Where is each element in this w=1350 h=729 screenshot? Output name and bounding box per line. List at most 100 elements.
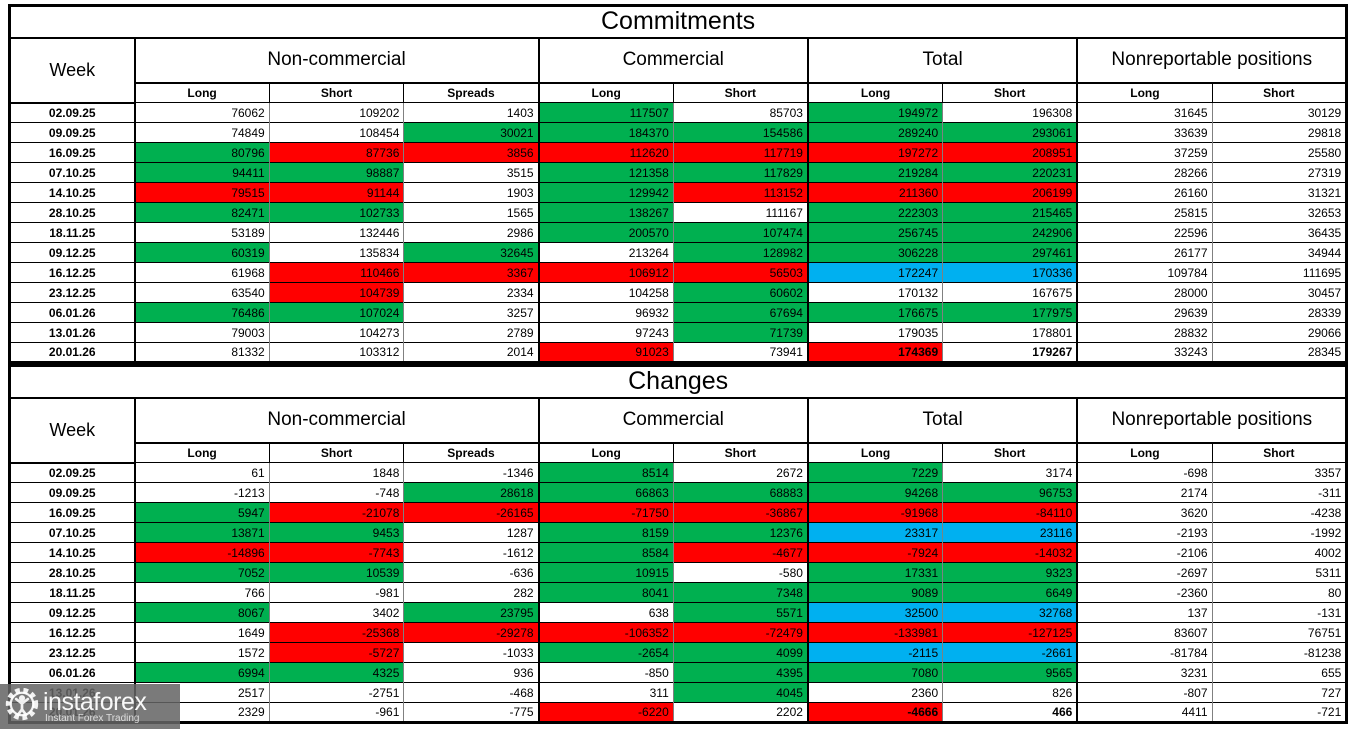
value-cell: 33243 [1076, 342, 1212, 363]
value-cell: 111695 [1211, 262, 1347, 283]
table-row: 20.01.26 81332 103312 2014 91023 73941 174369 1… [9, 342, 1347, 363]
value-cell: 96932 [537, 302, 674, 323]
week-cell: 28.10.25 [9, 202, 135, 223]
value-cell: 5947 [133, 502, 270, 523]
table-row: 14.10.25 79515 91144 1903 129942 113152 211360… [9, 182, 1347, 203]
col-comm-short: Short [672, 441, 809, 463]
value-cell: -1213 [133, 482, 270, 503]
value-cell: -106352 [537, 622, 674, 643]
value-cell: -14896 [133, 542, 270, 563]
value-cell: -131 [1211, 602, 1347, 623]
watermark-tagline: Instant Forex Trading [45, 712, 140, 724]
value-cell: 282 [403, 582, 539, 603]
group-commercial: Commercial [537, 396, 809, 444]
value-cell: 94268 [806, 482, 943, 503]
table-row: 18.11.25 53189 132446 2986 200570 107474 25674… [9, 222, 1347, 243]
week-cell: 07.10.25 [9, 162, 135, 183]
value-cell: 108454 [268, 122, 404, 143]
value-cell: 2202 [672, 702, 808, 723]
value-cell: 936 [403, 662, 539, 683]
sub-header-row: Long Short Spreads Long Short Long Short… [10, 81, 1348, 103]
value-cell: 8584 [537, 542, 674, 563]
value-cell: -311 [1211, 482, 1347, 503]
value-cell: 129942 [537, 182, 674, 203]
value-cell: 179267 [942, 342, 1078, 363]
value-cell: 137 [1076, 602, 1212, 623]
value-cell: 29066 [1211, 322, 1347, 343]
value-cell: 4325 [268, 662, 404, 683]
value-cell: 87736 [268, 142, 404, 163]
value-cell: 5311 [1211, 562, 1347, 583]
commitments-table: Commitments Week Non-commercial Commerci… [8, 4, 1349, 364]
table-row: 16.09.25 5947 -21078 -26165 -71750 -36867 -919… [9, 502, 1347, 523]
value-cell: -7924 [806, 542, 943, 563]
value-cell: 28832 [1076, 322, 1212, 343]
value-cell: 23116 [942, 522, 1078, 543]
week-cell: 02.09.25 [9, 462, 135, 483]
col-nr-long: Long [1076, 441, 1213, 463]
value-cell: 33639 [1076, 122, 1212, 143]
col-nr-long: Long [1076, 81, 1213, 103]
value-cell: 8041 [537, 582, 674, 603]
group-header-row: Week Non-commercial Commercial Total Non… [8, 396, 1348, 464]
value-cell: 4099 [672, 642, 808, 663]
table-row: 07.10.25 13871 9453 1287 8159 12376 23317 23116… [9, 522, 1347, 543]
value-cell: -127125 [942, 622, 1078, 643]
value-cell: 117719 [672, 142, 808, 163]
value-cell: -71750 [537, 502, 674, 523]
week-cell: 16.09.25 [9, 142, 135, 163]
value-cell: 104739 [268, 282, 404, 303]
value-cell: 7052 [133, 562, 270, 583]
value-cell: 213264 [537, 242, 674, 263]
value-cell: 200570 [537, 222, 674, 243]
value-cell: 3257 [403, 302, 539, 323]
value-cell: 12376 [672, 522, 808, 543]
value-cell: 9565 [942, 662, 1078, 683]
value-cell: 184370 [537, 122, 674, 143]
value-cell: 167675 [942, 282, 1078, 303]
week-cell: 09.09.25 [9, 122, 135, 143]
value-cell: 208951 [942, 142, 1078, 163]
value-cell: 1565 [403, 202, 539, 223]
value-cell: 172247 [806, 262, 943, 283]
value-cell: -21078 [268, 502, 404, 523]
value-cell: -2193 [1076, 522, 1212, 543]
value-cell: 638 [537, 602, 674, 623]
value-cell: 297461 [942, 242, 1078, 263]
value-cell: 83607 [1076, 622, 1212, 643]
value-cell: 63540 [133, 282, 270, 303]
value-cell: 30129 [1211, 102, 1347, 123]
value-cell: 80 [1211, 582, 1347, 603]
value-cell: 132446 [268, 222, 404, 243]
value-cell: -748 [268, 482, 404, 503]
table-row: 06.01.26 76486 107024 3257 96932 67694 176675 1… [9, 302, 1347, 323]
title-row: Commitments [8, 4, 1348, 39]
instaforex-gear-logo-icon [4, 686, 40, 727]
table-row: 16.09.25 80796 87736 3856 112620 117719 197272… [9, 142, 1347, 163]
value-cell: 222303 [806, 202, 943, 223]
value-cell: 1403 [403, 102, 539, 123]
table-row: 20.01.262329-961-775-62202202-4666466441… [9, 702, 1347, 723]
table-row: 09.09.25 -1213 -748 28618 66863 68883 94268 967… [9, 482, 1347, 503]
week-cell: 09.09.25 [9, 482, 135, 503]
value-cell: 4395 [672, 662, 808, 683]
value-cell: 32500 [806, 602, 943, 623]
week-header: Week [8, 396, 136, 464]
value-cell: 8159 [537, 522, 674, 543]
value-cell: 23317 [806, 522, 943, 543]
value-cell: 138267 [537, 202, 674, 223]
value-cell: 655 [1211, 662, 1347, 683]
value-cell: 7229 [806, 462, 943, 483]
value-cell: -961 [268, 702, 404, 723]
col-total-short: Short [942, 441, 1078, 463]
value-cell: 8514 [537, 462, 674, 483]
value-cell: 1649 [133, 622, 270, 643]
table-row: 18.11.25 766 -981 282 8041 7348 9089 6649 -2360 8… [9, 582, 1347, 603]
value-cell: 104273 [268, 322, 404, 343]
table-row: 06.01.26 6994 4325 936 -850 4395 7080 9565 3231 6… [9, 662, 1347, 683]
table-row: 16.12.25 1649 -25368 -29278 -106352 -72479 -13… [9, 622, 1347, 643]
value-cell: -721 [1211, 702, 1347, 723]
value-cell: 826 [942, 682, 1078, 703]
value-cell: 106912 [537, 262, 674, 283]
value-cell: 256745 [806, 222, 943, 243]
